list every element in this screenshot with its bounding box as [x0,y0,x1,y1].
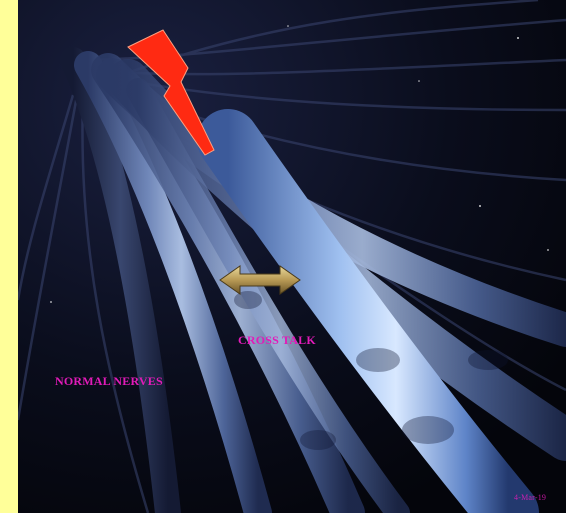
yellow-sidebar [0,0,18,513]
double-arrow-icon [219,265,301,295]
lightning-bolt-icon [127,29,215,156]
nerve-scene-svg [18,0,566,513]
nerve-texture [234,291,508,450]
cross-talk-label: CROSS TALK [238,333,316,347]
slide-number: 4-Mar-19 [514,493,547,502]
nerve-illustration [18,0,566,513]
stars [50,25,549,303]
nerve-bundles [60,47,566,513]
normal-nerves-label: NORMAL NERVES [55,374,163,388]
